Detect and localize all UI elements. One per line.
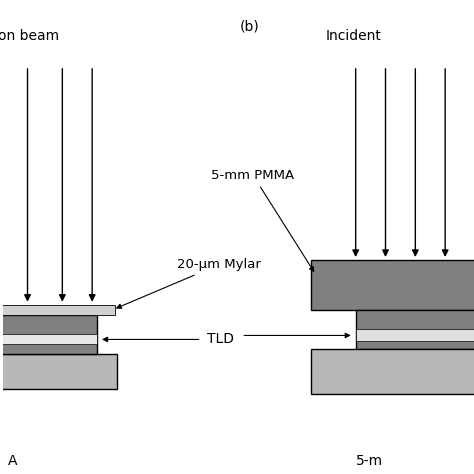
- Text: 5-m: 5-m: [356, 454, 383, 468]
- Bar: [311, 349, 474, 394]
- Text: Incident: Incident: [326, 29, 382, 43]
- Bar: [0, 335, 97, 345]
- Text: on beam: on beam: [0, 29, 59, 43]
- Text: A: A: [8, 454, 17, 468]
- Text: 5-mm PMMA: 5-mm PMMA: [211, 169, 314, 272]
- Bar: [311, 260, 474, 310]
- Text: 20-μm Mylar: 20-μm Mylar: [117, 258, 261, 308]
- Bar: [356, 329, 474, 341]
- Bar: [0, 305, 115, 315]
- Bar: [0, 315, 97, 355]
- Text: (b): (b): [239, 19, 259, 33]
- Text: TLD: TLD: [207, 332, 234, 346]
- Bar: [356, 310, 474, 349]
- Bar: [0, 355, 117, 389]
